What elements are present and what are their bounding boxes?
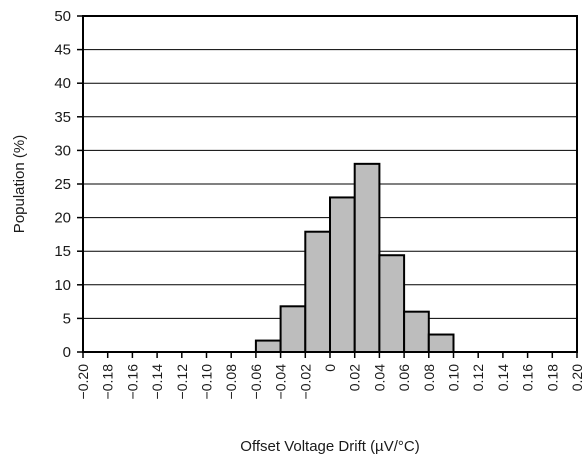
x-tick-label: −0.04: [273, 364, 289, 400]
histogram-bar: [304, 230, 331, 354]
x-tick-label: −0.08: [223, 364, 239, 400]
x-tick-label: 0.12: [470, 364, 486, 391]
x-tick-label: 0.18: [544, 364, 560, 391]
y-tick-label: 15: [54, 243, 71, 260]
y-axis-ticks: 0 5 10 15 20 25 30 35 40 45 50: [54, 8, 83, 361]
x-tick-label: −0.16: [124, 364, 140, 400]
y-tick-label: 40: [54, 75, 71, 92]
y-tick-label: 45: [54, 42, 71, 59]
x-tick-label: −0.10: [199, 364, 215, 400]
x-axis-label: Offset Voltage Drift (µV/°C): [240, 438, 419, 455]
y-tick-label: 50: [54, 8, 71, 25]
x-tick-label: 0.20: [569, 364, 585, 391]
x-tick-label: 0.08: [421, 364, 437, 391]
histogram-bar: [427, 333, 455, 354]
x-tick-label: 0.16: [520, 364, 536, 391]
histogram-bar: [403, 310, 430, 353]
y-tick-label: 20: [54, 210, 71, 227]
x-tick-label: 0.06: [396, 364, 412, 391]
x-tick-label: 0.02: [347, 364, 363, 391]
y-tick-label: 0: [63, 344, 71, 361]
histogram-bar: [279, 305, 307, 353]
y-tick-label: 25: [54, 176, 71, 193]
x-axis-ticks: −0.20 −0.18 −0.16 −0.14 −0.12 −0.10 −0.08 −0.06…: [75, 352, 585, 399]
x-tick-label: 0.10: [446, 364, 462, 391]
x-tick-label: −0.14: [149, 364, 165, 400]
x-tick-label: −0.06: [248, 364, 264, 400]
x-tick-label: 0: [322, 364, 338, 372]
histogram-bar: [353, 162, 381, 353]
x-tick-label: −0.18: [100, 364, 116, 400]
y-tick-label: 35: [54, 109, 71, 126]
x-tick-label: −0.02: [297, 364, 313, 400]
y-tick-label: 10: [54, 277, 71, 294]
y-axis-label: Population (%): [11, 135, 28, 233]
y-tick-label: 5: [63, 310, 71, 327]
x-tick-label: −0.20: [75, 364, 91, 400]
x-tick-label: 0.14: [495, 364, 511, 391]
histogram-bars: [254, 162, 455, 354]
y-tick-label: 30: [54, 142, 71, 159]
x-tick-label: −0.12: [174, 364, 190, 400]
histogram-bar: [254, 339, 282, 353]
x-tick-label: 0.04: [371, 364, 387, 391]
histogram-bar: [329, 196, 356, 353]
grid-lines: [83, 49, 577, 319]
histogram-bar: [378, 254, 406, 353]
